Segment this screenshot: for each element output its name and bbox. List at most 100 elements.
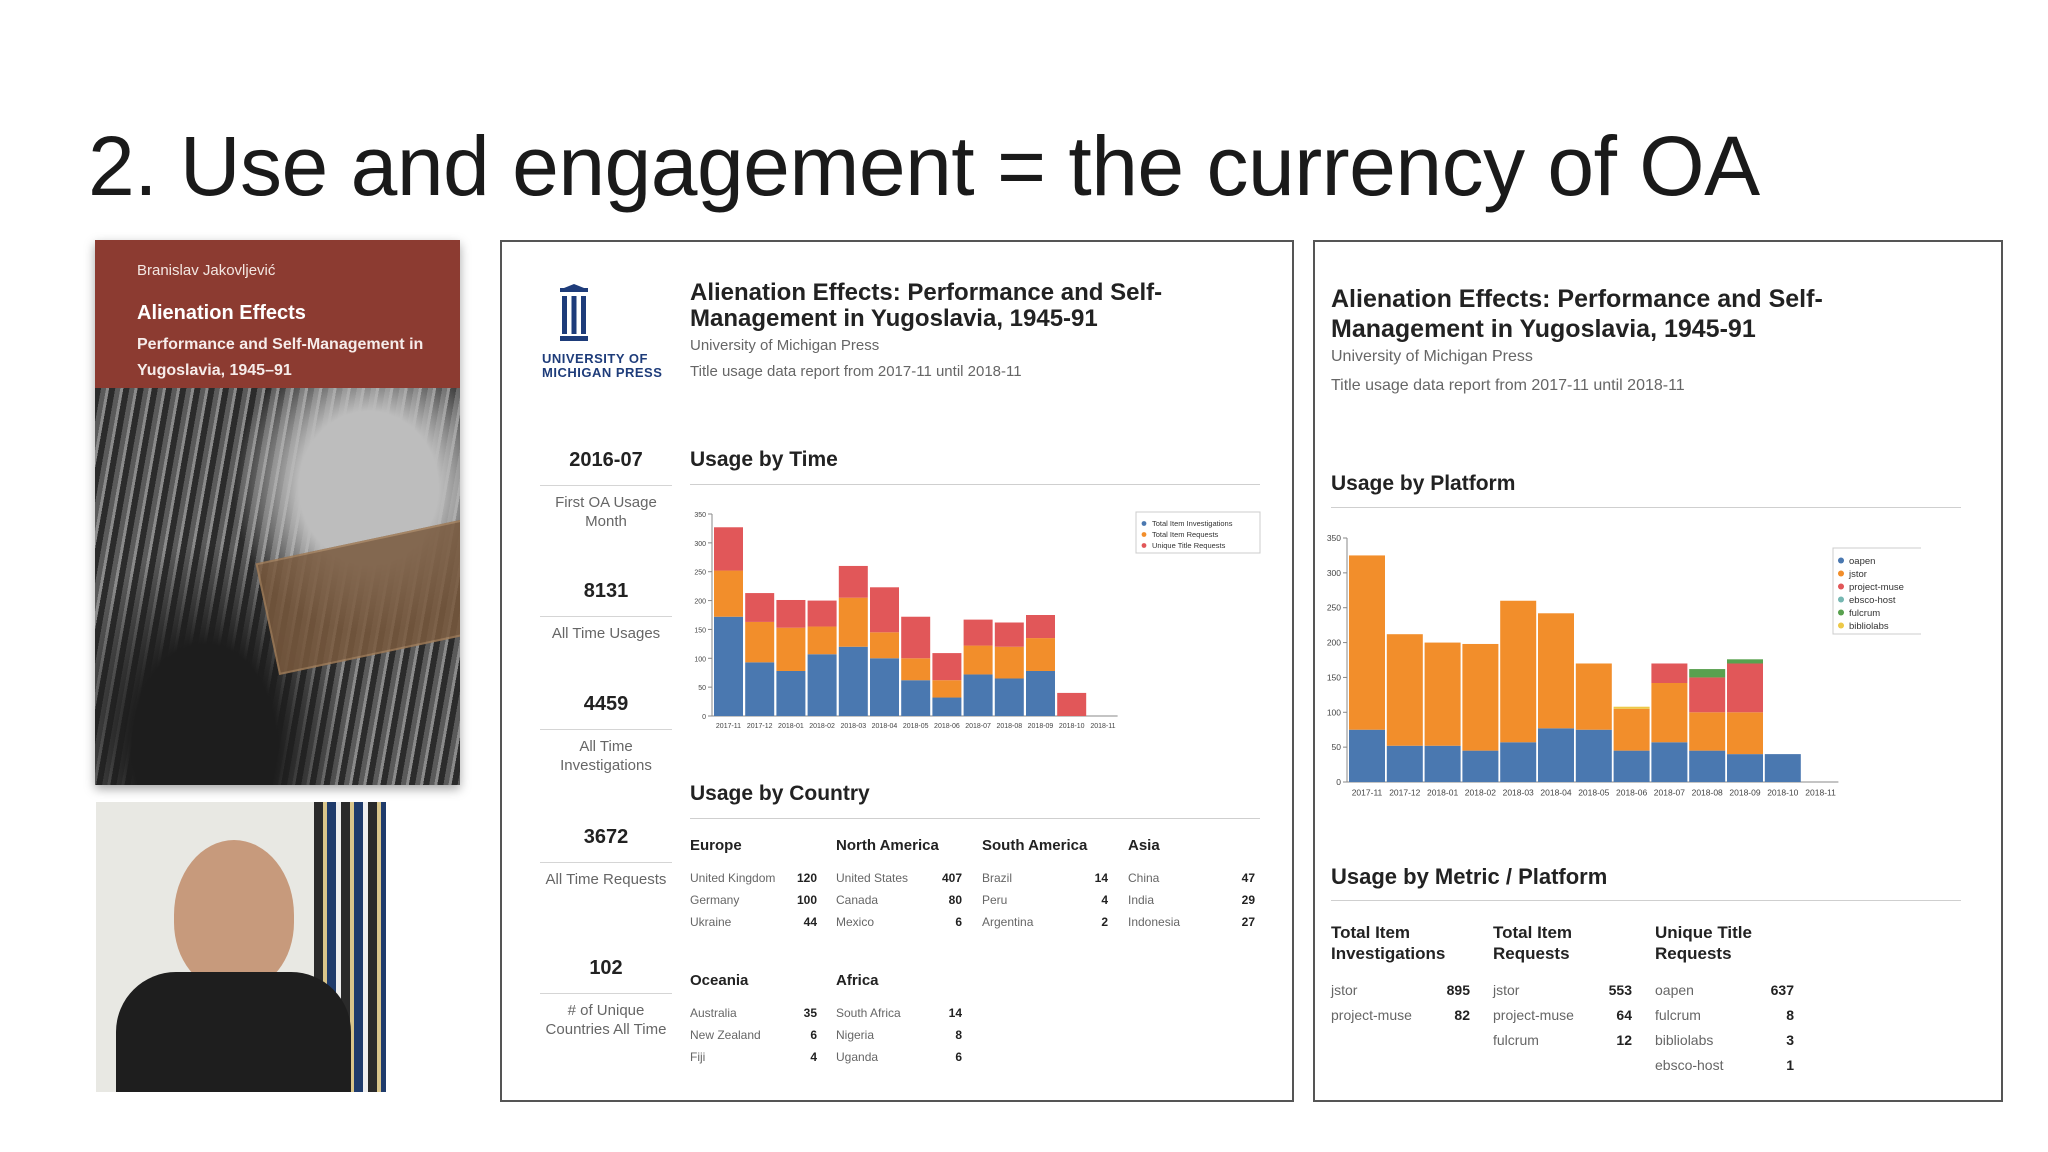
x-tick-label: 2017-11 bbox=[716, 723, 741, 730]
bar-segment bbox=[1651, 683, 1688, 743]
platform-name: project-muse bbox=[1493, 1007, 1574, 1023]
bar-segment bbox=[1026, 638, 1055, 671]
bar-segment bbox=[714, 527, 743, 571]
legend-label: project-muse bbox=[1849, 582, 1904, 593]
bar-segment bbox=[1575, 729, 1612, 782]
report-period: Title usage data report from 2017-11 unt… bbox=[690, 363, 1022, 380]
bar-segment bbox=[932, 697, 962, 716]
platform-name: oapen bbox=[1655, 982, 1694, 998]
legend-marker bbox=[1837, 609, 1845, 616]
portrait-head bbox=[174, 840, 294, 990]
stat-divider bbox=[540, 993, 672, 994]
bar-segment bbox=[901, 616, 931, 659]
legend-marker bbox=[1837, 596, 1845, 603]
platform-report-panel: Alienation Effects: Performance and Self… bbox=[1313, 240, 2003, 1102]
bar-segment bbox=[1613, 708, 1650, 751]
x-tick-label: 2018-04 bbox=[1540, 788, 1571, 798]
x-tick-label: 2018-03 bbox=[840, 723, 866, 730]
country-value: 35 bbox=[803, 1006, 817, 1020]
platform-value: 64 bbox=[1616, 1007, 1632, 1023]
stat-label: First OA Usage Month bbox=[555, 494, 657, 530]
country-value: 120 bbox=[796, 871, 817, 885]
bar-segment bbox=[1424, 642, 1461, 746]
legend-marker bbox=[1837, 583, 1845, 590]
bar-segment bbox=[1500, 742, 1537, 782]
bar-segment bbox=[1689, 712, 1726, 751]
legend-marker bbox=[1141, 532, 1147, 537]
country-value: 14 bbox=[1094, 871, 1108, 885]
bar-segment bbox=[1727, 663, 1763, 713]
country-value: 6 bbox=[810, 1028, 817, 1042]
usage-report-panel: UNIVERSITY OF MICHIGAN PRESS Alienation … bbox=[500, 240, 1294, 1102]
metric-heading: Unique Title Requests bbox=[1655, 923, 1752, 963]
bar-segment bbox=[807, 600, 837, 627]
country-name: Ukraine bbox=[690, 915, 732, 929]
stat-divider bbox=[540, 862, 672, 863]
bar-segment bbox=[776, 627, 806, 671]
x-tick-label: 2018-03 bbox=[1503, 788, 1534, 798]
metric-heading: Total Item Investigations bbox=[1331, 923, 1446, 963]
bar-segment bbox=[963, 674, 993, 716]
bar-segment bbox=[870, 587, 899, 633]
section-divider bbox=[1331, 900, 1961, 901]
country-name: Indonesia bbox=[1128, 915, 1181, 929]
slide-title: 2. Use and engagement = the currency of … bbox=[88, 119, 1760, 213]
platform-value: 3 bbox=[1786, 1032, 1794, 1048]
umich-press-logo-icon bbox=[560, 284, 588, 341]
report-publisher: University of Michigan Press bbox=[690, 337, 880, 354]
x-tick-label: 2018-05 bbox=[1578, 788, 1609, 798]
country-value: 44 bbox=[803, 915, 817, 929]
country-value: 4 bbox=[1101, 893, 1108, 907]
platform-name: bibliolabs bbox=[1655, 1032, 1714, 1048]
platform-value: 8 bbox=[1786, 1007, 1794, 1023]
y-tick-label: 100 bbox=[1327, 707, 1341, 717]
region-heading-europe: Europe bbox=[690, 837, 742, 854]
bar-segment bbox=[1538, 728, 1574, 782]
country-name: Fiji bbox=[690, 1050, 706, 1064]
section-divider bbox=[690, 818, 1260, 819]
bar-segment bbox=[745, 662, 775, 716]
bar-segment bbox=[1349, 555, 1385, 730]
bar-segment bbox=[745, 593, 775, 622]
country-name: China bbox=[1128, 871, 1160, 885]
x-tick-label: 2018-07 bbox=[965, 723, 991, 730]
bar-segment bbox=[1727, 659, 1763, 664]
stat-value: 102 bbox=[589, 957, 623, 979]
bar-segment bbox=[776, 670, 806, 716]
chart-legend bbox=[1832, 547, 1921, 635]
chart-legend bbox=[1135, 511, 1261, 554]
stat-divider bbox=[540, 616, 672, 617]
bar-segment bbox=[1651, 663, 1688, 684]
country-name: Brazil bbox=[982, 871, 1013, 885]
x-tick-label: 2018-08 bbox=[996, 723, 1022, 730]
platform-value: 82 bbox=[1454, 1007, 1470, 1023]
legend-label: fulcrum bbox=[1849, 608, 1880, 619]
y-tick-label: 50 bbox=[698, 685, 706, 692]
platform-name: jstor bbox=[1493, 982, 1520, 998]
bar-segment bbox=[963, 619, 993, 646]
platform-name: project-muse bbox=[1331, 1007, 1412, 1023]
bar-segment bbox=[1386, 745, 1423, 782]
platform-value: 637 bbox=[1770, 982, 1794, 998]
country-name: South Africa bbox=[836, 1006, 901, 1020]
x-tick-label: 2018-01 bbox=[1427, 788, 1458, 798]
bar-segment bbox=[1424, 745, 1461, 782]
book-subtitle: Performance and Self-Management in Yugos… bbox=[137, 336, 424, 379]
country-value: 27 bbox=[1241, 915, 1255, 929]
country-value: 2 bbox=[1101, 915, 1108, 929]
y-tick-label: 250 bbox=[694, 570, 706, 577]
platform-value: 895 bbox=[1446, 982, 1470, 998]
country-name: Uganda bbox=[836, 1050, 879, 1064]
bar-segment bbox=[838, 565, 868, 598]
legend-label: Unique Title Requests bbox=[1152, 541, 1226, 550]
country-name: United States bbox=[836, 871, 909, 885]
bar-segment bbox=[994, 678, 1024, 716]
platform-name: jstor bbox=[1331, 982, 1358, 998]
bar-segment bbox=[963, 645, 993, 675]
bar-segment bbox=[838, 597, 868, 647]
bar-segment bbox=[776, 599, 806, 628]
region-heading-asia: Asia bbox=[1128, 837, 1160, 854]
country-name: United Kingdom bbox=[690, 871, 776, 885]
usage-by-platform-chart: 0 50 100 150 200 250 300 350 2017-11 2017-12 2018-… bbox=[1327, 533, 1921, 798]
country-value: 80 bbox=[948, 893, 962, 907]
